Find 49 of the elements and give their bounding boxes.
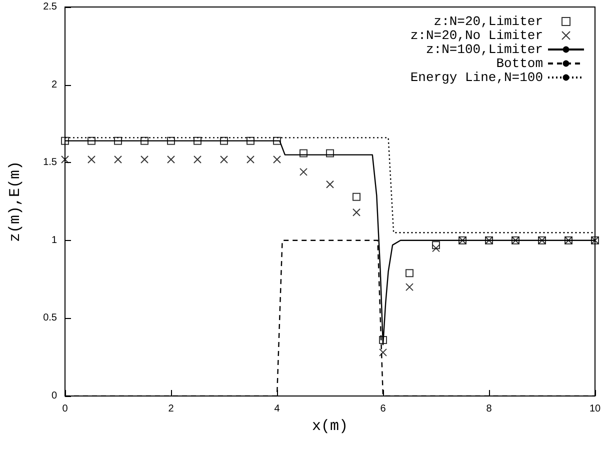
- point: [88, 155, 96, 164]
- point: [246, 136, 254, 145]
- point: [352, 208, 360, 216]
- point: [140, 155, 148, 164]
- legend-label: Energy Line,N=100: [410, 70, 543, 85]
- legend-label: Bottom: [496, 56, 544, 71]
- point: [406, 283, 414, 292]
- point: [273, 136, 281, 145]
- point: [432, 241, 440, 250]
- legend-label: z:N=20,Limiter: [434, 14, 543, 29]
- point: [326, 149, 334, 158]
- y-tick-label: 2: [51, 79, 58, 90]
- point: [300, 149, 308, 158]
- point: [352, 192, 360, 201]
- point: [300, 168, 308, 176]
- point: [167, 136, 175, 145]
- y-tick-label: 1: [51, 234, 58, 246]
- point: [114, 155, 122, 164]
- point: [406, 269, 414, 278]
- point: [379, 348, 387, 356]
- point: [114, 136, 122, 145]
- point: [194, 136, 202, 145]
- y-tick-label: 1.5: [43, 157, 58, 168]
- y-tick-label: 0: [51, 390, 58, 402]
- y-axis-title: z(m),E(m): [7, 160, 24, 242]
- point: [61, 155, 69, 164]
- point: [432, 244, 440, 252]
- x-tick-label: 10: [589, 404, 601, 414]
- x-tick-label: 0: [62, 404, 68, 414]
- point: [326, 180, 334, 188]
- point: [246, 155, 254, 164]
- x-axis-title: x(m): [312, 418, 348, 435]
- point: [140, 136, 148, 145]
- legend-label: z:N=20,No Limiter: [410, 28, 543, 43]
- x-tick-label: 4: [274, 404, 280, 414]
- point: [88, 136, 96, 145]
- point: [273, 155, 281, 164]
- point: [194, 155, 202, 164]
- point: [220, 155, 228, 164]
- point: [167, 155, 175, 164]
- point: [220, 136, 228, 145]
- legend-label: z:N=100,Limiter: [426, 42, 543, 57]
- y-tick-label: 0.5: [43, 312, 58, 324]
- x-tick-label: 8: [486, 404, 492, 414]
- x-tick-label: 6: [380, 404, 386, 414]
- point: [61, 136, 69, 145]
- x-tick-label: 2: [168, 404, 174, 414]
- point: [379, 336, 387, 344]
- y-tick-label: 2.5: [43, 2, 58, 12]
